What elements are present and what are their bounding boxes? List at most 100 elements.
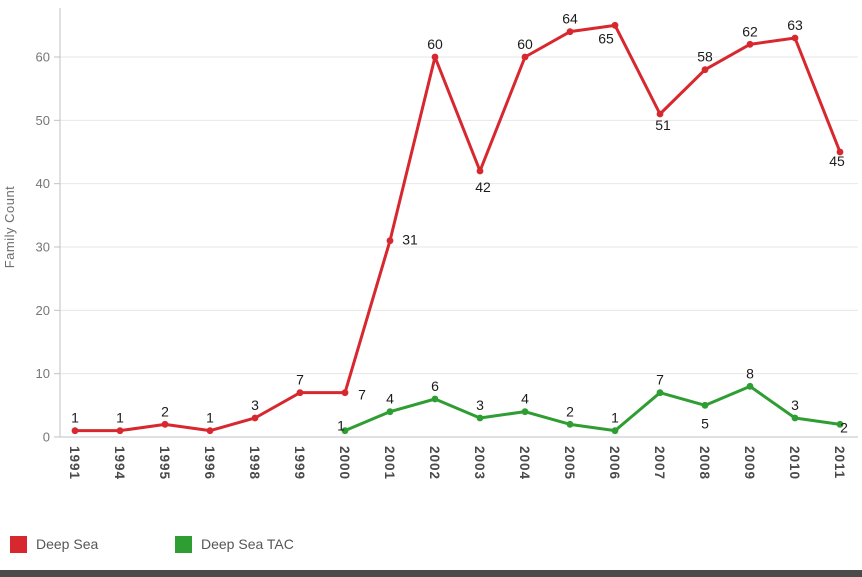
data-label-deep-sea-2007: 51: [655, 117, 671, 133]
x-tick-label: 2001: [382, 446, 397, 480]
legend-item-deep-sea-tac[interactable]: Deep Sea TAC: [175, 536, 294, 553]
data-label-deep-sea-1995: 2: [161, 403, 169, 419]
data-label-deep-sea-tac-2010: 3: [791, 397, 799, 413]
data-point-deep-sea-1994[interactable]: [116, 427, 124, 435]
legend-label-deep-sea-tac: Deep Sea TAC: [201, 536, 294, 552]
legend-swatch-deep-sea-tac: [175, 536, 192, 553]
data-point-deep-sea-1995[interactable]: [161, 420, 169, 428]
data-label-deep-sea-2000: 7: [358, 387, 366, 403]
data-point-deep-sea-tac-2005[interactable]: [566, 420, 574, 428]
axes: 0 10 20 30 40 50 60 1991 1994 1995 1996 1998 1999 200…: [36, 8, 858, 480]
x-tick-label: 2009: [742, 446, 757, 480]
data-label-deep-sea-1999: 7: [296, 372, 304, 388]
data-label-deep-sea-tac-2008: 5: [701, 415, 709, 431]
data-label-deep-sea-1991: 1: [71, 410, 79, 426]
x-tick-label: 1998: [247, 446, 262, 480]
data-label-deep-sea-tac-2011: 2: [840, 419, 848, 435]
chart-legend: Deep Sea Deep Sea TAC: [0, 536, 862, 558]
bottom-bar: [0, 570, 862, 577]
data-point-deep-sea-tac-2006[interactable]: [611, 427, 619, 435]
data-label-deep-sea-tac-2001: 4: [386, 391, 394, 407]
data-label-deep-sea-tac-2009: 8: [746, 365, 754, 381]
data-label-deep-sea-2010: 63: [787, 17, 803, 33]
data-point-deep-sea-tac-2001[interactable]: [386, 408, 394, 416]
data-label-deep-sea-2004: 60: [517, 36, 533, 52]
data-point-deep-sea-1998[interactable]: [251, 414, 259, 422]
data-label-deep-sea-2002: 60: [427, 36, 443, 52]
data-point-deep-sea-1996[interactable]: [206, 427, 214, 435]
data-label-deep-sea-tac-2003: 3: [476, 397, 484, 413]
x-tick-label: 1995: [157, 446, 172, 480]
data-label-deep-sea-1998: 3: [251, 397, 259, 413]
data-point-deep-sea-2002[interactable]: [431, 53, 439, 61]
x-tick-label: 1991: [67, 446, 82, 480]
data-label-deep-sea-tac-2007: 7: [656, 372, 664, 388]
x-tick-label: 1999: [292, 446, 307, 480]
data-label-deep-sea-2008: 58: [697, 49, 713, 65]
y-tick-label: 0: [43, 430, 50, 445]
x-tick-label: 1994: [112, 446, 127, 480]
data-label-deep-sea-tac-2000: 1: [337, 418, 345, 434]
data-label-deep-sea-2005: 64: [562, 11, 578, 27]
data-label-deep-sea-2006: 65: [598, 30, 614, 46]
data-label-deep-sea-1996: 1: [206, 410, 214, 426]
data-point-deep-sea-2010[interactable]: [791, 34, 799, 42]
data-label-deep-sea-tac-2004: 4: [521, 391, 529, 407]
x-tick-label: 2000: [337, 446, 352, 480]
series-line-deep-sea: [73, 23, 842, 433]
data-point-deep-sea-tac-2000[interactable]: [341, 427, 349, 435]
data-point-deep-sea-2000[interactable]: [341, 389, 349, 397]
data-point-deep-sea-tac-2009[interactable]: [746, 382, 754, 390]
x-tick-label: 1996: [202, 446, 217, 480]
x-tick-label: 2010: [787, 446, 802, 480]
legend-swatch-deep-sea: [10, 536, 27, 553]
y-tick-label: 10: [36, 366, 50, 381]
data-label-deep-sea-tac-2002: 6: [431, 378, 439, 394]
data-point-deep-sea-tac-2011[interactable]: [836, 420, 844, 428]
data-label-deep-sea-tac-2006: 1: [611, 410, 619, 426]
data-label-deep-sea-tac-2005: 2: [566, 403, 574, 419]
series-lines: [71, 21, 844, 435]
data-point-deep-sea-tac-2002[interactable]: [431, 395, 439, 403]
legend-label-deep-sea: Deep Sea: [36, 536, 99, 552]
legend-item-deep-sea[interactable]: Deep Sea: [10, 536, 98, 553]
data-point-deep-sea-2011[interactable]: [836, 148, 844, 156]
data-point-deep-sea-2006[interactable]: [611, 21, 619, 29]
data-point-deep-sea-2003[interactable]: [476, 167, 484, 175]
series-line-deep-sea-tac: [343, 384, 842, 433]
y-tick-label: 40: [36, 176, 50, 191]
x-tick-label: 2011: [832, 446, 847, 479]
y-tick-label: 50: [36, 113, 50, 128]
data-point-deep-sea-tac-2003[interactable]: [476, 414, 484, 422]
x-tick-label: 2004: [517, 446, 532, 480]
x-tick-label: 2006: [607, 446, 622, 480]
data-point-deep-sea-2008[interactable]: [701, 66, 709, 74]
gridlines: [60, 56, 858, 375]
x-tick-label: 2002: [427, 446, 442, 480]
x-tick-label: 2008: [697, 446, 712, 480]
y-axis-title: Family Count: [2, 186, 17, 269]
data-label-deep-sea-2009: 62: [742, 23, 758, 39]
data-label-deep-sea-2003: 42: [475, 179, 491, 195]
data-point-deep-sea-1999[interactable]: [296, 389, 304, 397]
data-label-deep-sea-1994: 1: [116, 410, 124, 426]
data-point-deep-sea-2001[interactable]: [386, 237, 394, 245]
data-point-deep-sea-2009[interactable]: [746, 40, 754, 48]
data-point-deep-sea-2004[interactable]: [521, 53, 529, 61]
data-point-deep-sea-1991[interactable]: [71, 427, 79, 435]
data-point-deep-sea-2007[interactable]: [656, 110, 664, 118]
data-point-deep-sea-tac-2004[interactable]: [521, 408, 529, 416]
family-count-line-chart: 0 10 20 30 40 50 60 1991 1994 1995 1996 1998 1999 200…: [2, 8, 858, 480]
data-point-deep-sea-2005[interactable]: [566, 28, 574, 36]
data-label-deep-sea-2011: 45: [829, 153, 845, 169]
data-point-deep-sea-tac-2008[interactable]: [701, 401, 709, 409]
data-point-deep-sea-tac-2007[interactable]: [656, 389, 664, 397]
data-point-deep-sea-tac-2010[interactable]: [791, 414, 799, 422]
data-label-deep-sea-2001: 31: [402, 232, 418, 248]
x-tick-label: 2005: [562, 446, 577, 480]
x-tick-label: 2003: [472, 446, 487, 480]
x-tick-label: 2007: [652, 446, 667, 480]
y-tick-label: 60: [36, 50, 50, 65]
